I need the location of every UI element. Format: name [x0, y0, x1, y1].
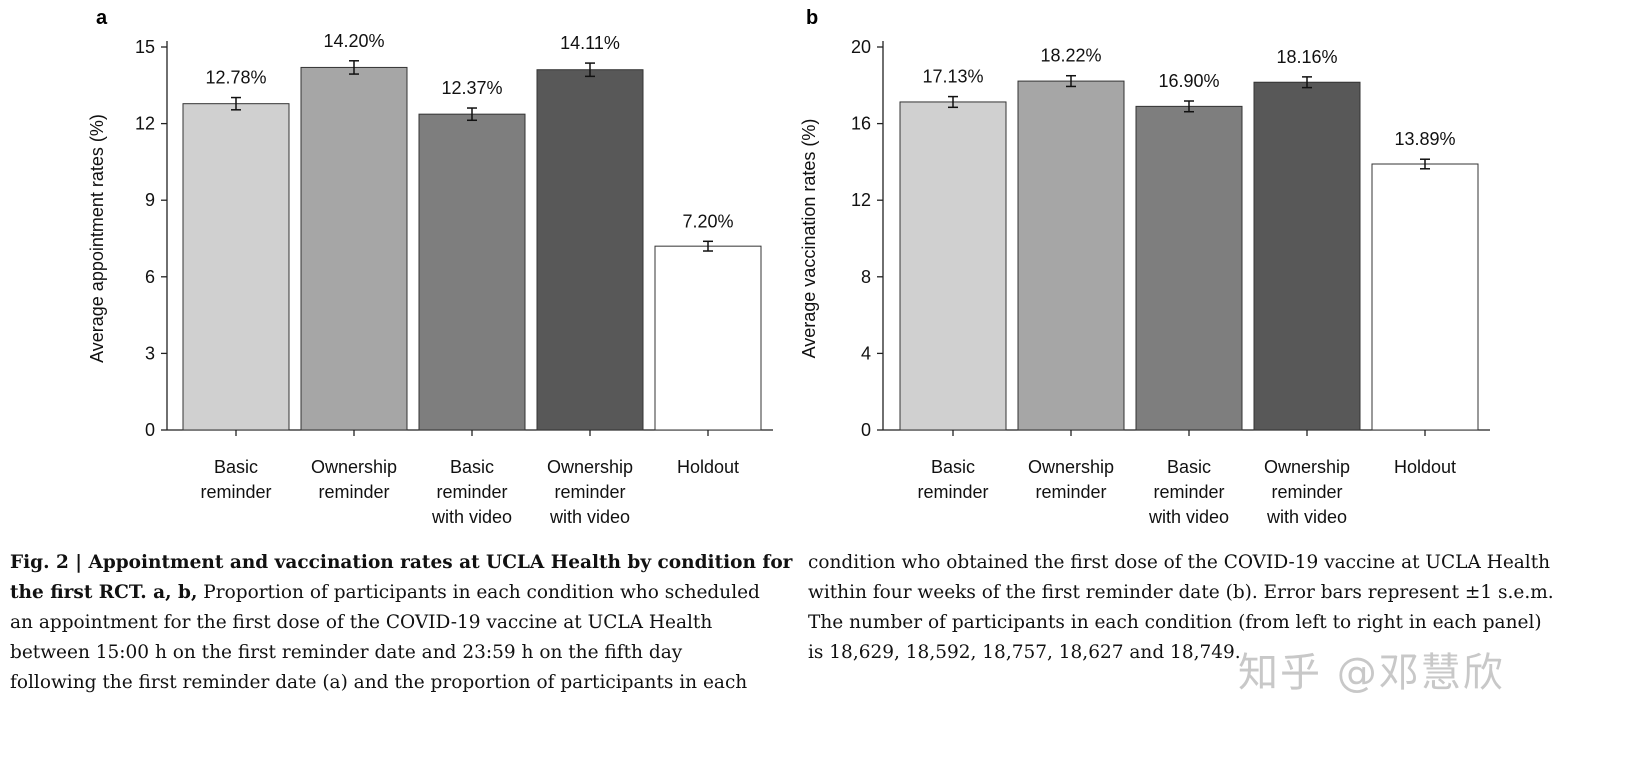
data-label: 14.11% [560, 33, 620, 53]
data-label: 12.37% [441, 78, 502, 98]
data-label: 14.20% [323, 31, 384, 51]
x-tick-label: reminder [1035, 482, 1106, 502]
caption-line2: the first RCT. a, b, Proportion of parti… [10, 578, 792, 608]
figure-caption-left: Fig. 2 | Appointment and vaccination rat… [10, 548, 792, 698]
caption-right-line1: condition who obtained the first dose of… [808, 552, 1551, 573]
y-tick-label: 12 [135, 114, 155, 134]
y-tick-label: 4 [861, 343, 871, 363]
x-tick-label: Holdout [677, 457, 739, 477]
data-label: 16.90% [1158, 71, 1219, 91]
caption-right-line3: The number of participants in each condi… [808, 612, 1542, 633]
x-tick-label: reminder [436, 482, 507, 502]
y-tick-label: 16 [851, 114, 871, 134]
data-label: 18.22% [1040, 46, 1101, 66]
bar [654, 245, 762, 431]
bar [899, 101, 1007, 431]
panel-label: b [806, 7, 818, 29]
y-tick-label: 8 [861, 267, 871, 287]
bar [1135, 105, 1243, 431]
x-tick-label: Ownership [547, 457, 633, 477]
x-tick-label: reminder [1153, 482, 1224, 502]
x-tick-label: reminder [1271, 482, 1342, 502]
figure-caption-right: condition who obtained the first dose of… [808, 548, 1554, 668]
y-tick-label: 9 [145, 190, 155, 210]
watermark: 知乎 @邓慧欣 [1238, 650, 1505, 696]
bar [1371, 163, 1479, 431]
x-tick-label: Basic [931, 457, 975, 477]
caption-title-line1: Fig. 2 | Appointment and vaccination rat… [10, 552, 793, 573]
x-tick-label: reminder [200, 482, 271, 502]
chart-panel-a: a 0 3 6 9 12 15 Average appointment rates (%) 12… [87, 7, 773, 527]
x-tick-label: reminder [554, 482, 625, 502]
x-tick-label: with video [1266, 507, 1347, 527]
x-tick-label: Holdout [1394, 457, 1456, 477]
y-tick-label: 3 [145, 343, 155, 363]
x-tick-label: Basic [1167, 457, 1211, 477]
caption-line2-text: Proportion of participants in each condi… [197, 582, 760, 603]
bar [1253, 81, 1361, 431]
data-label: 13.89% [1394, 129, 1455, 149]
caption-line3: an appointment for the first dose of the… [10, 612, 713, 633]
y-tick-label: 0 [861, 420, 871, 440]
panel-label: a [96, 7, 108, 29]
x-tick-label: Basic [214, 457, 258, 477]
data-label: 18.16% [1276, 47, 1337, 67]
y-axis-label: Average vaccination rates (%) [799, 119, 819, 359]
caption-right-line2: within four weeks of the first reminder … [808, 582, 1554, 603]
data-label: 7.20% [682, 211, 733, 231]
caption-line4: between 15:00 h on the first reminder da… [10, 642, 683, 663]
caption-right-line4: is 18,629, 18,592, 18,757, 18,627 and 18… [808, 642, 1241, 663]
x-tick-label: with video [549, 507, 630, 527]
y-tick-label: 0 [145, 420, 155, 440]
x-tick-label: reminder [917, 482, 988, 502]
bar [536, 69, 644, 431]
y-tick-label: 20 [851, 37, 871, 57]
bar [182, 103, 290, 431]
data-label: 12.78% [205, 68, 266, 88]
y-tick-label: 6 [145, 267, 155, 287]
caption-line5: following the first reminder date (a) an… [10, 672, 748, 693]
y-tick-label: 12 [851, 190, 871, 210]
x-tick-label: Ownership [1028, 457, 1114, 477]
x-tick-label: Ownership [311, 457, 397, 477]
bar [1017, 80, 1125, 431]
y-tick-label: 15 [135, 37, 155, 57]
chart-panel-b: b 0 4 8 12 16 20 Average vaccination rates (%) 1… [799, 7, 1490, 527]
x-tick-label: Ownership [1264, 457, 1350, 477]
data-label: 17.13% [922, 67, 983, 87]
y-axis-label: Average appointment rates (%) [87, 114, 107, 363]
x-tick-label: with video [431, 507, 512, 527]
bar [300, 66, 408, 431]
x-tick-label: with video [1148, 507, 1229, 527]
x-tick-label: Basic [450, 457, 494, 477]
x-tick-label: reminder [318, 482, 389, 502]
caption-title-line2: the first RCT. a, b, [10, 582, 198, 603]
